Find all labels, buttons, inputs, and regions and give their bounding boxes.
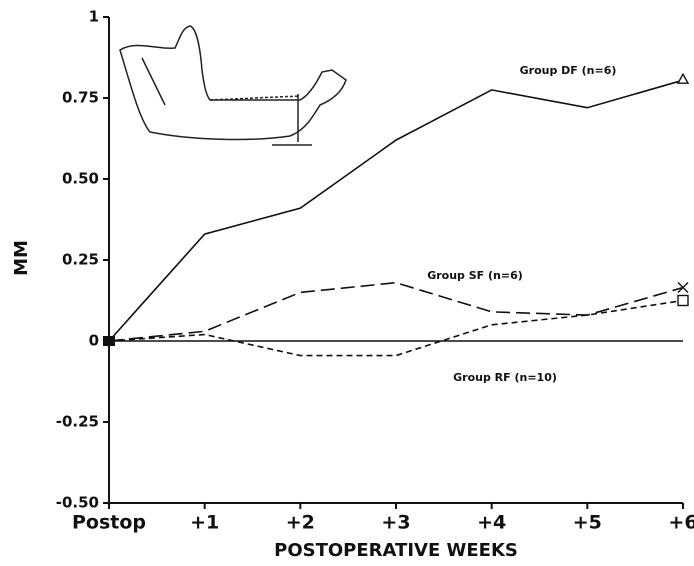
y-tick-label: 0 <box>89 332 99 350</box>
series-line <box>108 79 684 342</box>
end-marker <box>676 72 690 84</box>
y-tick-label: -0.25 <box>56 413 99 431</box>
y-tick-label: 1 <box>89 8 99 26</box>
end-marker <box>677 294 689 307</box>
x-tick-label: Postop <box>72 512 146 534</box>
series-label: Group DF (n=6) <box>520 64 617 77</box>
y-tick-label: 0.75 <box>62 89 99 107</box>
x-tick-label: +3 <box>381 512 410 534</box>
y-tick-label: 0.25 <box>62 251 99 269</box>
y-tick-label: 0.50 <box>62 170 99 188</box>
y-axis-label: MM <box>11 240 32 276</box>
x-tick-label: +5 <box>573 512 602 534</box>
series-label: Group RF (n=10) <box>453 371 557 384</box>
x-tick-label: +4 <box>477 512 506 534</box>
series-line <box>108 299 684 357</box>
end-marker <box>677 282 689 294</box>
x-axis-label: POSTOPERATIVE WEEKS <box>274 540 518 561</box>
series-label: Group SF (n=6) <box>427 269 523 282</box>
x-tick-label: +6 <box>668 512 694 534</box>
jaw-illustration <box>119 25 347 146</box>
x-tick-label: +2 <box>286 512 315 534</box>
x-tick-label: +1 <box>190 512 219 534</box>
origin-marker <box>103 336 115 346</box>
series-line <box>108 281 684 342</box>
y-tick-label: -0.50 <box>56 494 99 512</box>
